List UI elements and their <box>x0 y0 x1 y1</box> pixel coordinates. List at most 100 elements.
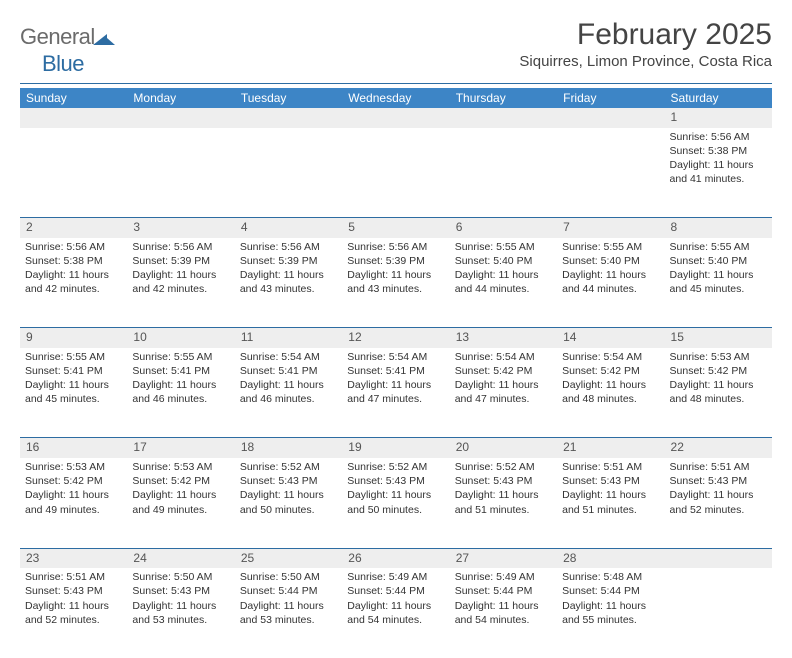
day-cell: Sunrise: 5:54 AMSunset: 5:42 PMDaylight:… <box>450 348 557 438</box>
day-cell: Sunrise: 5:56 AMSunset: 5:39 PMDaylight:… <box>342 238 449 328</box>
day-header-sat: Saturday <box>665 88 772 108</box>
day-details: Sunrise: 5:54 AMSunset: 5:41 PMDaylight:… <box>342 348 449 411</box>
day-cell: Sunrise: 5:50 AMSunset: 5:43 PMDaylight:… <box>127 568 234 658</box>
daynum-row: 232425262728 <box>20 548 772 568</box>
day-details: Sunrise: 5:51 AMSunset: 5:43 PMDaylight:… <box>665 458 772 521</box>
calendar-table: Sunday Monday Tuesday Wednesday Thursday… <box>20 88 772 658</box>
day-number: 22 <box>665 438 772 458</box>
calendar-body: 1Sunrise: 5:56 AMSunset: 5:38 PMDaylight… <box>20 108 772 658</box>
day-number: 6 <box>450 218 557 238</box>
daynum-cell: 2 <box>20 218 127 238</box>
day-cell <box>127 128 234 218</box>
day-number <box>665 549 772 569</box>
day-header-mon: Monday <box>127 88 234 108</box>
week-row: Sunrise: 5:56 AMSunset: 5:38 PMDaylight:… <box>20 128 772 218</box>
day-details: Sunrise: 5:51 AMSunset: 5:43 PMDaylight:… <box>20 568 127 631</box>
daynum-cell: 28 <box>557 548 664 568</box>
day-header-wed: Wednesday <box>342 88 449 108</box>
day-number: 27 <box>450 549 557 569</box>
daynum-cell: 9 <box>20 328 127 348</box>
daynum-row: 9101112131415 <box>20 328 772 348</box>
daynum-cell: 5 <box>342 218 449 238</box>
daynum-cell: 21 <box>557 438 664 458</box>
day-number: 23 <box>20 549 127 569</box>
day-cell: Sunrise: 5:50 AMSunset: 5:44 PMDaylight:… <box>235 568 342 658</box>
logo-text: General Blue <box>20 24 115 77</box>
day-number: 25 <box>235 549 342 569</box>
daynum-cell: 26 <box>342 548 449 568</box>
header-divider <box>20 83 772 84</box>
day-details: Sunrise: 5:49 AMSunset: 5:44 PMDaylight:… <box>450 568 557 631</box>
day-details: Sunrise: 5:56 AMSunset: 5:38 PMDaylight:… <box>665 128 772 191</box>
logo-mark-icon <box>93 25 115 51</box>
day-details: Sunrise: 5:54 AMSunset: 5:42 PMDaylight:… <box>557 348 664 411</box>
day-cell: Sunrise: 5:49 AMSunset: 5:44 PMDaylight:… <box>342 568 449 658</box>
day-cell: Sunrise: 5:53 AMSunset: 5:42 PMDaylight:… <box>20 458 127 548</box>
daynum-cell: 11 <box>235 328 342 348</box>
day-details: Sunrise: 5:56 AMSunset: 5:39 PMDaylight:… <box>235 238 342 301</box>
location-text: Siquirres, Limon Province, Costa Rica <box>519 53 772 70</box>
month-title: February 2025 <box>519 18 772 51</box>
day-number: 26 <box>342 549 449 569</box>
daynum-cell: 6 <box>450 218 557 238</box>
day-number: 13 <box>450 328 557 348</box>
daynum-cell: 20 <box>450 438 557 458</box>
day-cell: Sunrise: 5:48 AMSunset: 5:44 PMDaylight:… <box>557 568 664 658</box>
day-number: 15 <box>665 328 772 348</box>
daynum-cell: 27 <box>450 548 557 568</box>
day-number <box>235 108 342 128</box>
daynum-row: 16171819202122 <box>20 438 772 458</box>
day-cell: Sunrise: 5:53 AMSunset: 5:42 PMDaylight:… <box>127 458 234 548</box>
daynum-cell: 1 <box>665 108 772 128</box>
daynum-cell: 24 <box>127 548 234 568</box>
day-number: 16 <box>20 438 127 458</box>
day-details: Sunrise: 5:56 AMSunset: 5:38 PMDaylight:… <box>20 238 127 301</box>
daynum-cell: 14 <box>557 328 664 348</box>
day-number: 3 <box>127 218 234 238</box>
day-details: Sunrise: 5:55 AMSunset: 5:40 PMDaylight:… <box>557 238 664 301</box>
day-details: Sunrise: 5:54 AMSunset: 5:42 PMDaylight:… <box>450 348 557 411</box>
day-cell <box>665 568 772 658</box>
daynum-cell: 22 <box>665 438 772 458</box>
daynum-cell: 4 <box>235 218 342 238</box>
daynum-cell <box>557 108 664 128</box>
calendar-page: General Blue February 2025 Siquirres, Li… <box>0 0 792 658</box>
header: General Blue February 2025 Siquirres, Li… <box>20 18 772 77</box>
day-details: Sunrise: 5:54 AMSunset: 5:41 PMDaylight:… <box>235 348 342 411</box>
day-cell: Sunrise: 5:51 AMSunset: 5:43 PMDaylight:… <box>665 458 772 548</box>
day-cell: Sunrise: 5:53 AMSunset: 5:42 PMDaylight:… <box>665 348 772 438</box>
day-cell <box>450 128 557 218</box>
day-number: 2 <box>20 218 127 238</box>
day-cell: Sunrise: 5:51 AMSunset: 5:43 PMDaylight:… <box>20 568 127 658</box>
logo: General Blue <box>20 18 115 77</box>
day-details: Sunrise: 5:52 AMSunset: 5:43 PMDaylight:… <box>235 458 342 521</box>
day-details: Sunrise: 5:48 AMSunset: 5:44 PMDaylight:… <box>557 568 664 631</box>
day-number: 20 <box>450 438 557 458</box>
day-number: 18 <box>235 438 342 458</box>
day-cell: Sunrise: 5:52 AMSunset: 5:43 PMDaylight:… <box>342 458 449 548</box>
day-cell: Sunrise: 5:49 AMSunset: 5:44 PMDaylight:… <box>450 568 557 658</box>
day-cell: Sunrise: 5:55 AMSunset: 5:41 PMDaylight:… <box>127 348 234 438</box>
day-number: 4 <box>235 218 342 238</box>
day-cell: Sunrise: 5:52 AMSunset: 5:43 PMDaylight:… <box>235 458 342 548</box>
day-cell <box>20 128 127 218</box>
day-details: Sunrise: 5:50 AMSunset: 5:43 PMDaylight:… <box>127 568 234 631</box>
day-cell: Sunrise: 5:56 AMSunset: 5:39 PMDaylight:… <box>235 238 342 328</box>
day-cell: Sunrise: 5:52 AMSunset: 5:43 PMDaylight:… <box>450 458 557 548</box>
day-details: Sunrise: 5:52 AMSunset: 5:43 PMDaylight:… <box>342 458 449 521</box>
daynum-cell: 3 <box>127 218 234 238</box>
day-details: Sunrise: 5:55 AMSunset: 5:41 PMDaylight:… <box>127 348 234 411</box>
day-details: Sunrise: 5:53 AMSunset: 5:42 PMDaylight:… <box>665 348 772 411</box>
daynum-cell: 17 <box>127 438 234 458</box>
day-number: 12 <box>342 328 449 348</box>
day-cell: Sunrise: 5:55 AMSunset: 5:40 PMDaylight:… <box>665 238 772 328</box>
daynum-cell <box>342 108 449 128</box>
logo-word-blue: Blue <box>42 51 84 76</box>
day-number: 5 <box>342 218 449 238</box>
day-number <box>450 108 557 128</box>
daynum-cell <box>127 108 234 128</box>
week-row: Sunrise: 5:55 AMSunset: 5:41 PMDaylight:… <box>20 348 772 438</box>
day-details: Sunrise: 5:56 AMSunset: 5:39 PMDaylight:… <box>342 238 449 301</box>
daynum-cell: 19 <box>342 438 449 458</box>
day-cell <box>342 128 449 218</box>
